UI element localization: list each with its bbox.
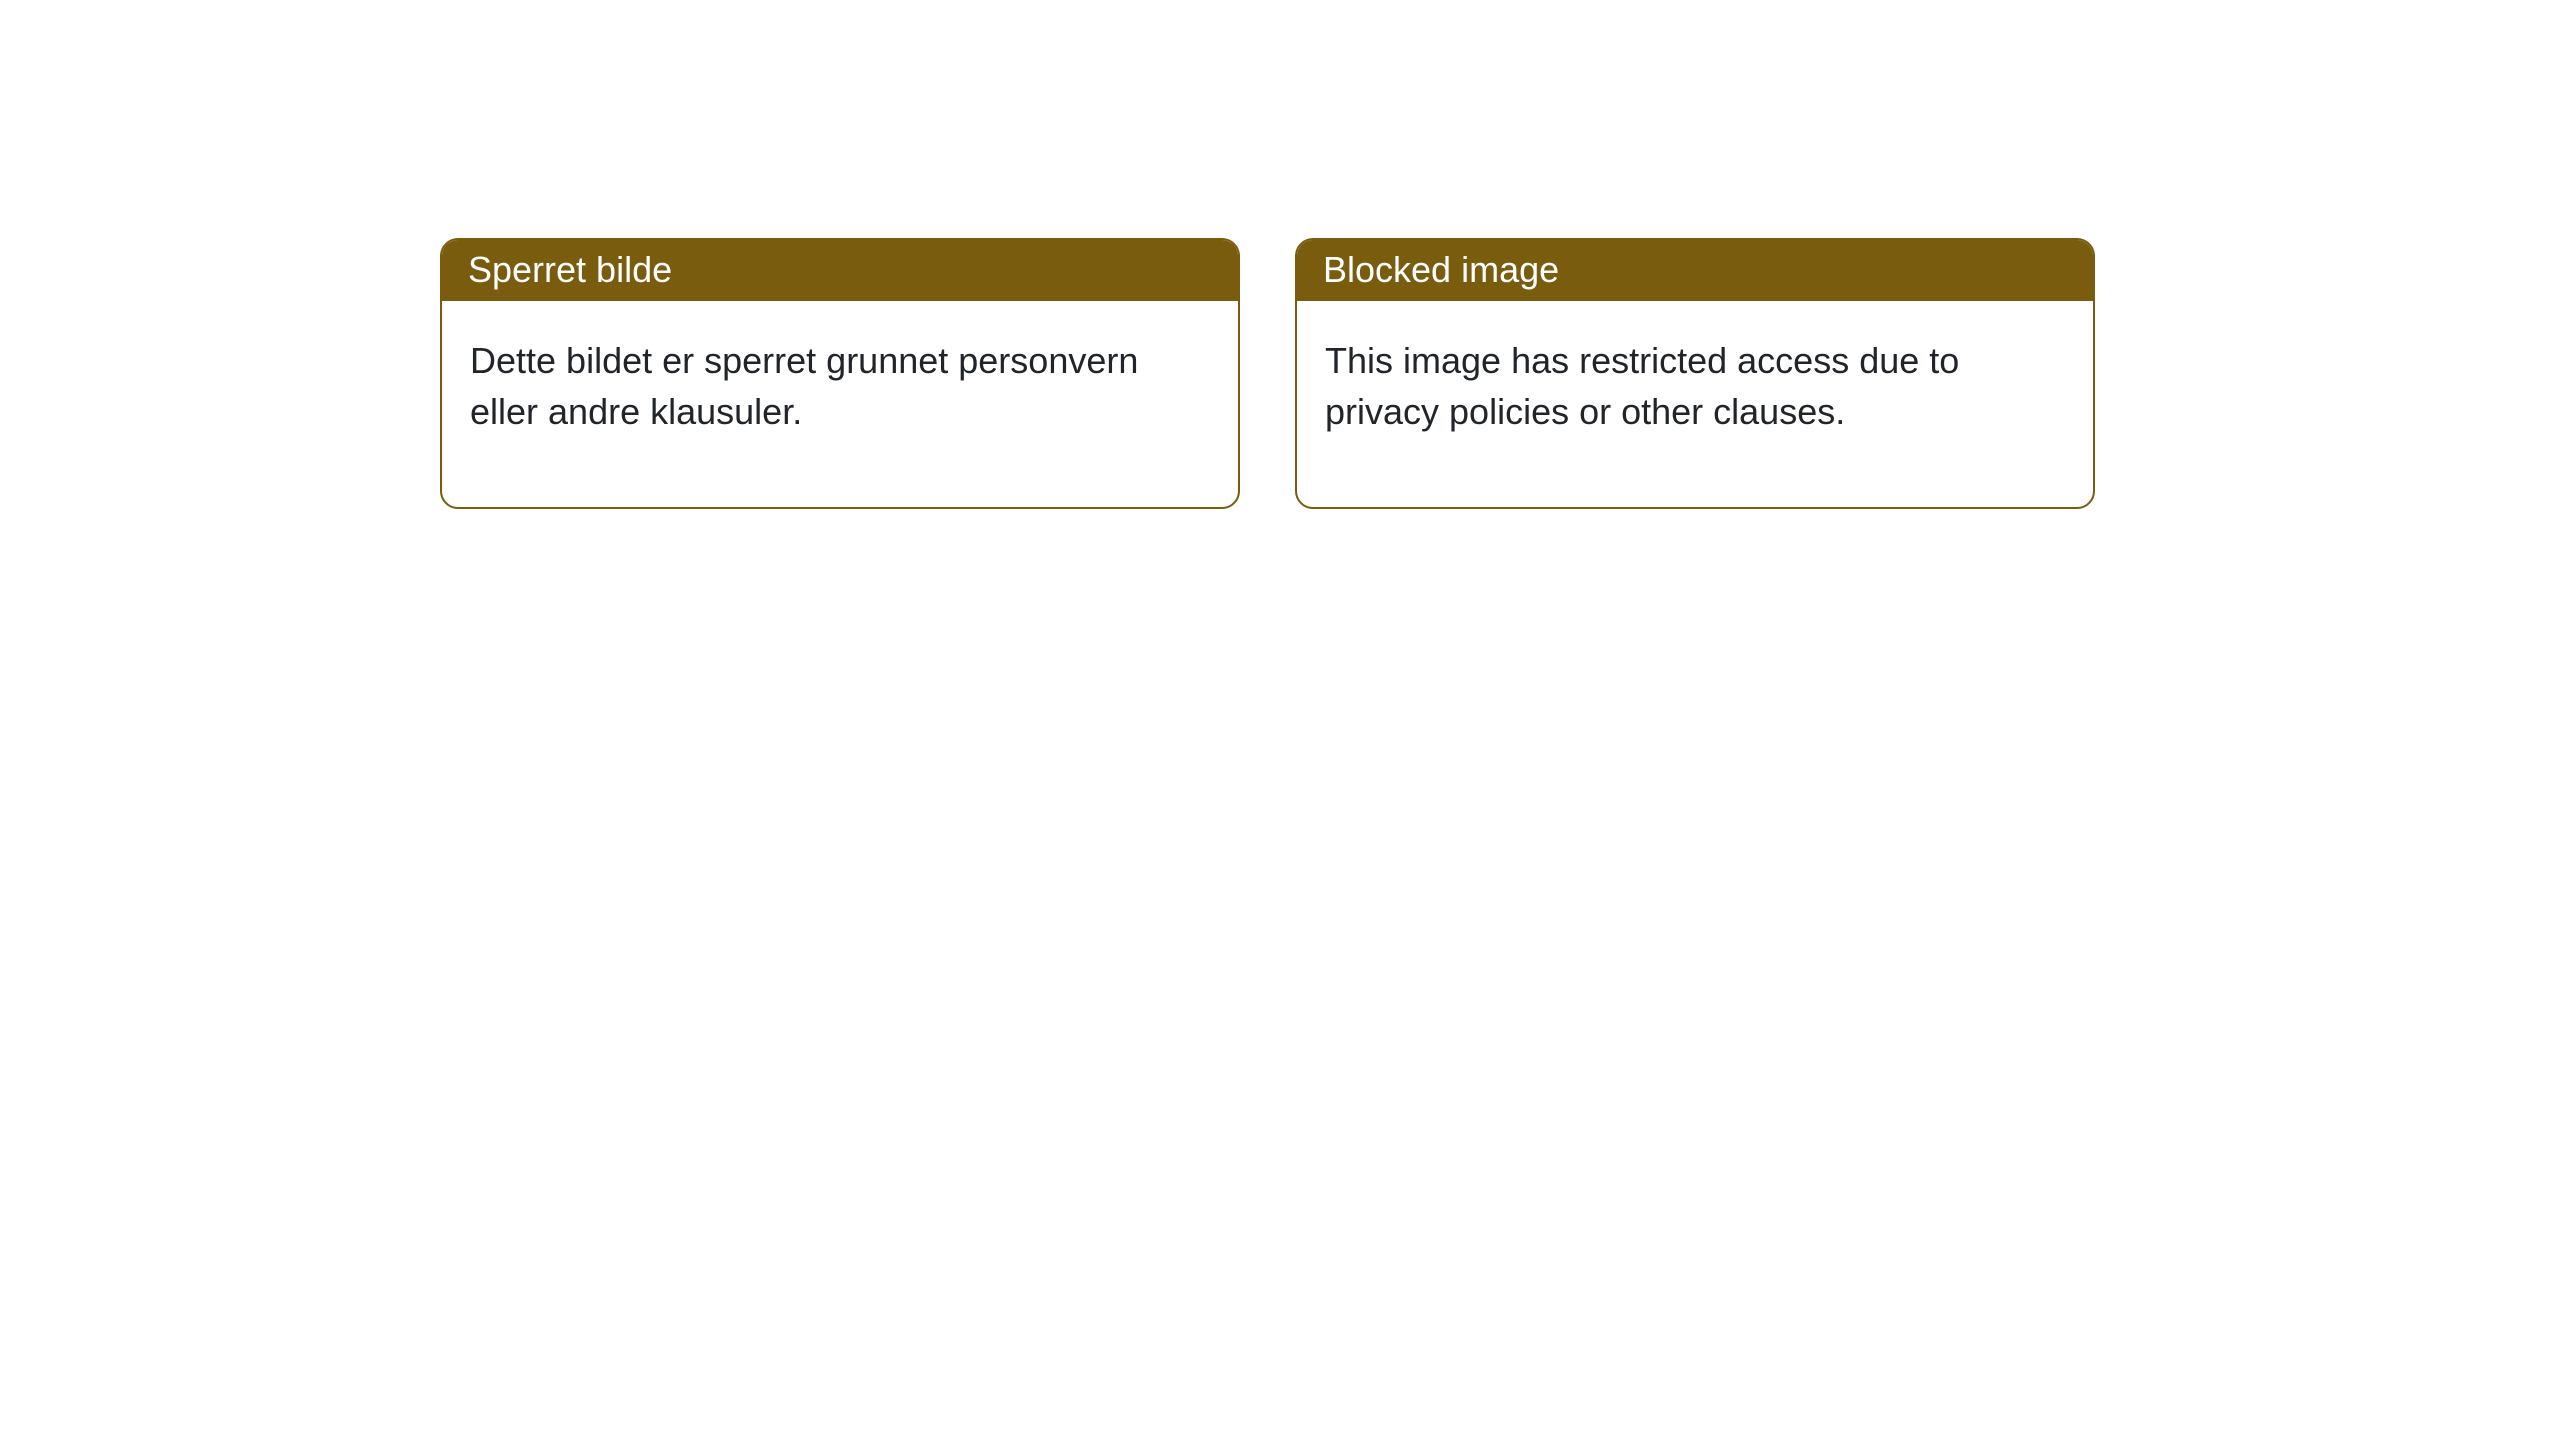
card-header-norwegian: Sperret bilde bbox=[442, 240, 1238, 301]
card-header-english: Blocked image bbox=[1297, 240, 2093, 301]
card-body-english: This image has restricted access due to … bbox=[1297, 301, 2093, 507]
notice-card-norwegian: Sperret bilde Dette bildet er sperret gr… bbox=[440, 238, 1240, 509]
notice-card-english: Blocked image This image has restricted … bbox=[1295, 238, 2095, 509]
card-body-norwegian: Dette bildet er sperret grunnet personve… bbox=[442, 301, 1238, 507]
notice-container: Sperret bilde Dette bildet er sperret gr… bbox=[440, 238, 2095, 509]
